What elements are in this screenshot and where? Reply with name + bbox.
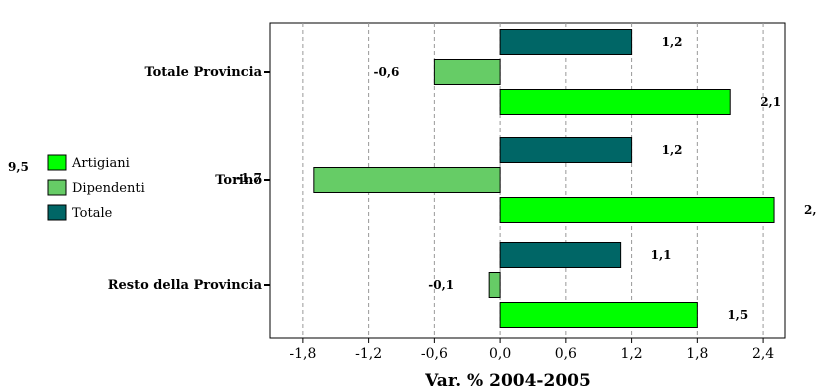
- bar-dipendenti: [488, 272, 501, 298]
- data-label: 1,5: [727, 308, 748, 322]
- legend-swatch-artigiani: [47, 154, 67, 171]
- data-label: 2,5: [804, 203, 817, 217]
- legend-label-artigiani: Artigiani: [71, 156, 130, 171]
- data-label: 2,1: [760, 95, 781, 109]
- x-axis-label: Var. % 2004-2005: [424, 371, 591, 389]
- bar-totale: [499, 242, 622, 268]
- bar-totale: [499, 137, 633, 163]
- data-label: 1,1: [651, 248, 672, 262]
- bar-artigiani: [499, 302, 698, 328]
- x-axis: -1,8 -1,2 -0,6 0,0 0,6 1,2 1,8 2,4: [289, 338, 774, 362]
- bar-totale: [499, 29, 633, 55]
- data-label: 1,2: [662, 35, 683, 49]
- legend-label-totale: Totale: [72, 206, 113, 221]
- legend-swatch-dipendenti: [47, 179, 67, 196]
- data-label: 1,2: [662, 143, 683, 157]
- bar-dipendenti: [313, 167, 501, 193]
- x-tick-label: 1,8: [686, 346, 708, 362]
- category-label: Totale Provincia: [144, 65, 262, 80]
- clipped-value-label: 9,5: [8, 160, 29, 174]
- category-label: Torino: [215, 173, 262, 188]
- legend: Artigiani Dipendenti Totale: [47, 154, 145, 221]
- legend-label-dipendenti: Dipendenti: [72, 181, 145, 196]
- value-labels: 1,2 -0,6 2,1 1,2 2,5 1,1 -0,1 1,5: [374, 35, 817, 322]
- data-label: -0,1: [428, 278, 454, 292]
- bars: [313, 29, 775, 328]
- category-label: Resto della Provincia: [108, 278, 263, 293]
- category-axis: Totale Provincia Torino Resto della Provin…: [108, 65, 270, 293]
- x-tick-label: 0,6: [555, 346, 577, 362]
- legend-swatch-totale: [47, 204, 67, 221]
- bar-artigiani: [499, 197, 775, 223]
- x-tick-label: -0,6: [421, 346, 448, 362]
- bar-dipendenti: [433, 59, 501, 85]
- x-tick-label: -1,8: [289, 346, 316, 362]
- overlap-value-label: -1,7: [236, 171, 262, 185]
- bar-artigiani: [499, 89, 731, 115]
- x-tick-label: 1,2: [620, 346, 642, 362]
- x-tick-label: 2,4: [752, 346, 774, 362]
- data-label: -0,6: [374, 65, 400, 79]
- grid: [302, 23, 764, 338]
- x-tick-label: -1,2: [355, 346, 382, 362]
- x-tick-label: 0,0: [489, 346, 511, 362]
